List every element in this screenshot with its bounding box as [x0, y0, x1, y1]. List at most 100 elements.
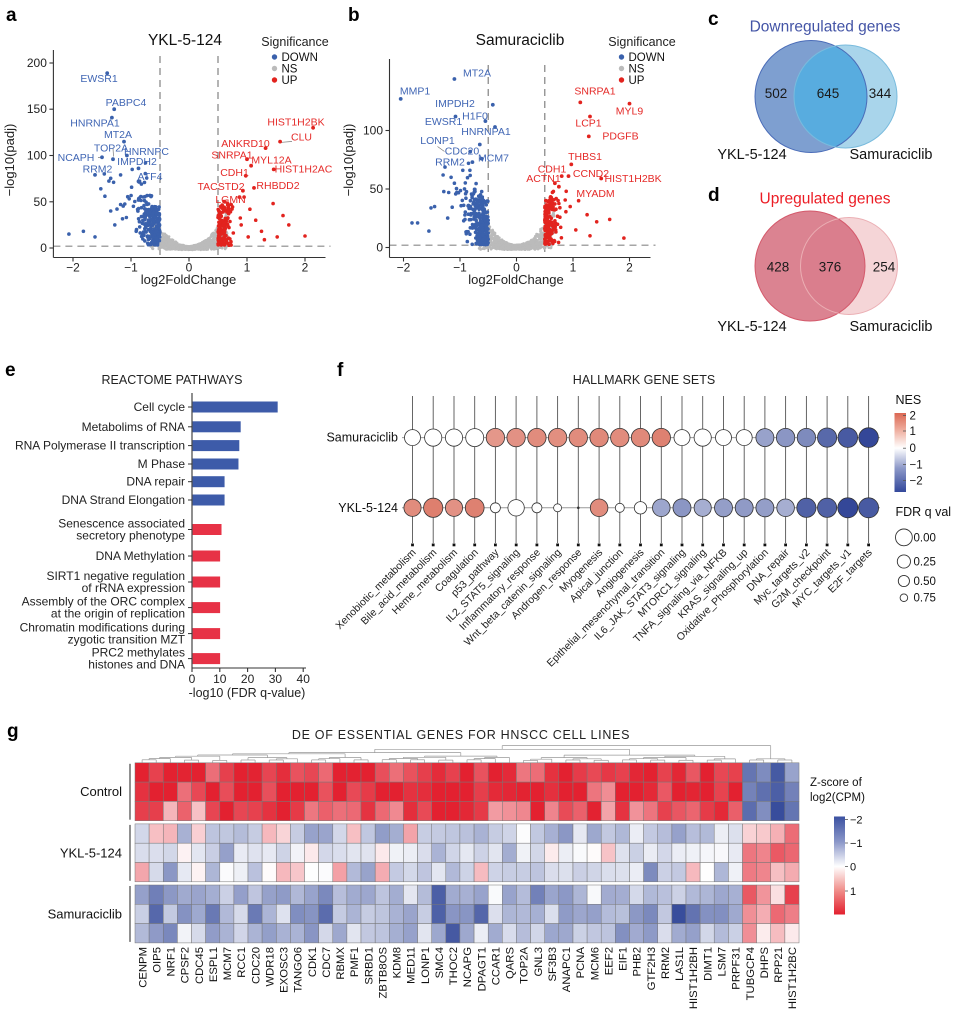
svg-text:200: 200: [27, 56, 47, 70]
svg-text:Control: Control: [80, 784, 122, 799]
svg-text:PDGFB: PDGFB: [602, 131, 638, 143]
svg-text:RPP21: RPP21: [773, 947, 785, 983]
svg-text:645: 645: [817, 86, 840, 101]
svg-text:YKL-5-124: YKL-5-124: [60, 845, 122, 860]
svg-text:OIP5: OIP5: [151, 947, 163, 973]
svg-text:−log10(padj): −log10(padj): [2, 124, 17, 197]
svg-text:−1: −1: [453, 261, 467, 275]
svg-text:TOP2A: TOP2A: [94, 143, 128, 155]
svg-text:NES: NES: [896, 393, 922, 407]
svg-text:428: 428: [767, 260, 790, 275]
svg-text:EEF2: EEF2: [604, 947, 616, 975]
svg-text:HALLMARK GENE SETS: HALLMARK GENE SETS: [573, 373, 715, 387]
svg-text:−2: −2: [66, 261, 80, 275]
svg-text:ACTN1: ACTN1: [526, 173, 561, 185]
svg-text:b: b: [348, 5, 360, 26]
svg-text:UP: UP: [282, 75, 298, 87]
svg-text:RBMX: RBMX: [335, 947, 347, 980]
svg-text:LONP1: LONP1: [420, 947, 432, 984]
svg-text:HNRNPA1: HNRNPA1: [461, 126, 511, 138]
svg-text:0: 0: [189, 672, 196, 686]
svg-text:150: 150: [27, 102, 47, 116]
svg-text:−2: −2: [910, 476, 923, 488]
svg-text:log2FoldChange: log2FoldChange: [468, 272, 563, 287]
svg-text:0: 0: [850, 862, 856, 874]
svg-text:2: 2: [910, 411, 916, 423]
svg-text:M Phase: M Phase: [138, 457, 186, 471]
svg-text:Downregulated genes: Downregulated genes: [750, 19, 901, 36]
svg-text:1: 1: [850, 886, 856, 898]
svg-text:EWSR1: EWSR1: [425, 116, 463, 128]
svg-text:Z-score of: Z-score of: [810, 777, 863, 789]
svg-text:SNRPA1: SNRPA1: [211, 149, 252, 161]
svg-text:CDK1: CDK1: [307, 947, 319, 977]
svg-text:log2FoldChange: log2FoldChange: [141, 272, 236, 287]
svg-text:Samuraciclib: Samuraciclib: [326, 431, 398, 445]
svg-text:−2: −2: [397, 261, 411, 275]
svg-text:100: 100: [363, 124, 383, 138]
svg-text:log2(CPM): log2(CPM): [810, 792, 865, 804]
svg-text:20: 20: [241, 672, 255, 686]
svg-text:of rRNA expression: of rRNA expression: [82, 581, 185, 595]
svg-text:Metabolims of RNA: Metabolims of RNA: [82, 420, 185, 434]
svg-text:HNRNPA1: HNRNPA1: [70, 118, 120, 130]
svg-text:THBS1: THBS1: [568, 151, 602, 163]
svg-text:Significance: Significance: [608, 35, 675, 49]
svg-text:Significance: Significance: [261, 35, 328, 49]
svg-text:GNL3: GNL3: [533, 947, 545, 977]
svg-text:EXOSC3: EXOSC3: [279, 947, 291, 993]
svg-text:DNA Methylation: DNA Methylation: [96, 549, 185, 563]
svg-text:30: 30: [269, 672, 283, 686]
svg-text:Samuraciclib: Samuraciclib: [476, 32, 565, 49]
svg-text:−1: −1: [910, 460, 923, 472]
svg-text:HIST1H2BC: HIST1H2BC: [787, 947, 799, 1009]
svg-text:at the origin of replication: at the origin of replication: [51, 607, 185, 621]
svg-text:SF3B3: SF3B3: [547, 947, 559, 982]
svg-text:RRM2: RRM2: [660, 947, 672, 979]
svg-text:CCAR1: CCAR1: [491, 947, 503, 985]
svg-text:RCC1: RCC1: [236, 947, 248, 978]
svg-text:zygotic transition MZT: zygotic transition MZT: [68, 633, 186, 647]
svg-text:a: a: [6, 5, 17, 26]
svg-text:TOP2A: TOP2A: [519, 947, 531, 984]
svg-text:0.50: 0.50: [914, 576, 936, 588]
svg-text:LGMN: LGMN: [215, 194, 245, 206]
svg-text:SMC4: SMC4: [434, 947, 446, 978]
svg-text:PCNA: PCNA: [575, 947, 587, 979]
svg-text:SNRPA1: SNRPA1: [574, 86, 615, 98]
svg-text:UP: UP: [629, 75, 645, 87]
svg-text:PHB2: PHB2: [632, 947, 644, 977]
svg-text:g: g: [7, 721, 19, 742]
svg-text:secretory phenotype: secretory phenotype: [76, 529, 185, 543]
svg-text:YKL-5-124: YKL-5-124: [148, 32, 222, 49]
svg-text:NCAPH: NCAPH: [58, 152, 95, 164]
svg-text:502: 502: [765, 86, 788, 101]
svg-text:−log10(padj): −log10(padj): [341, 124, 356, 197]
svg-text:HIST1H2BH: HIST1H2BH: [688, 947, 700, 1009]
svg-text:EIF1: EIF1: [618, 947, 630, 971]
svg-text:2: 2: [302, 261, 309, 275]
svg-text:IMPDH2: IMPDH2: [117, 156, 157, 168]
svg-text:Cell cycle: Cell cycle: [134, 400, 186, 414]
svg-text:0.00: 0.00: [914, 532, 936, 544]
svg-text:2: 2: [626, 261, 633, 275]
svg-text:QARS: QARS: [505, 947, 517, 979]
svg-text:RRM2: RRM2: [435, 157, 465, 169]
svg-text:CDC45: CDC45: [194, 947, 206, 984]
svg-text:RRM2: RRM2: [83, 164, 113, 176]
svg-text:MCM6: MCM6: [589, 947, 601, 980]
svg-text:MCM7: MCM7: [478, 152, 509, 164]
svg-text:50: 50: [370, 182, 384, 196]
svg-text:LCP1: LCP1: [575, 118, 601, 130]
svg-text:MED11: MED11: [406, 947, 418, 984]
svg-text:ZBTB8OS: ZBTB8OS: [377, 947, 389, 999]
svg-text:YKL-5-124: YKL-5-124: [338, 501, 398, 515]
svg-text:100: 100: [27, 149, 47, 163]
svg-text:f: f: [337, 360, 344, 381]
svg-text:HIST1H2BK: HIST1H2BK: [267, 116, 324, 128]
svg-text:1: 1: [244, 261, 251, 275]
svg-text:0: 0: [40, 241, 47, 255]
svg-text:DOWN: DOWN: [282, 52, 318, 64]
svg-text:-log10 (FDR q-value): -log10 (FDR q-value): [189, 686, 306, 700]
svg-text:ESPL1: ESPL1: [208, 947, 220, 982]
